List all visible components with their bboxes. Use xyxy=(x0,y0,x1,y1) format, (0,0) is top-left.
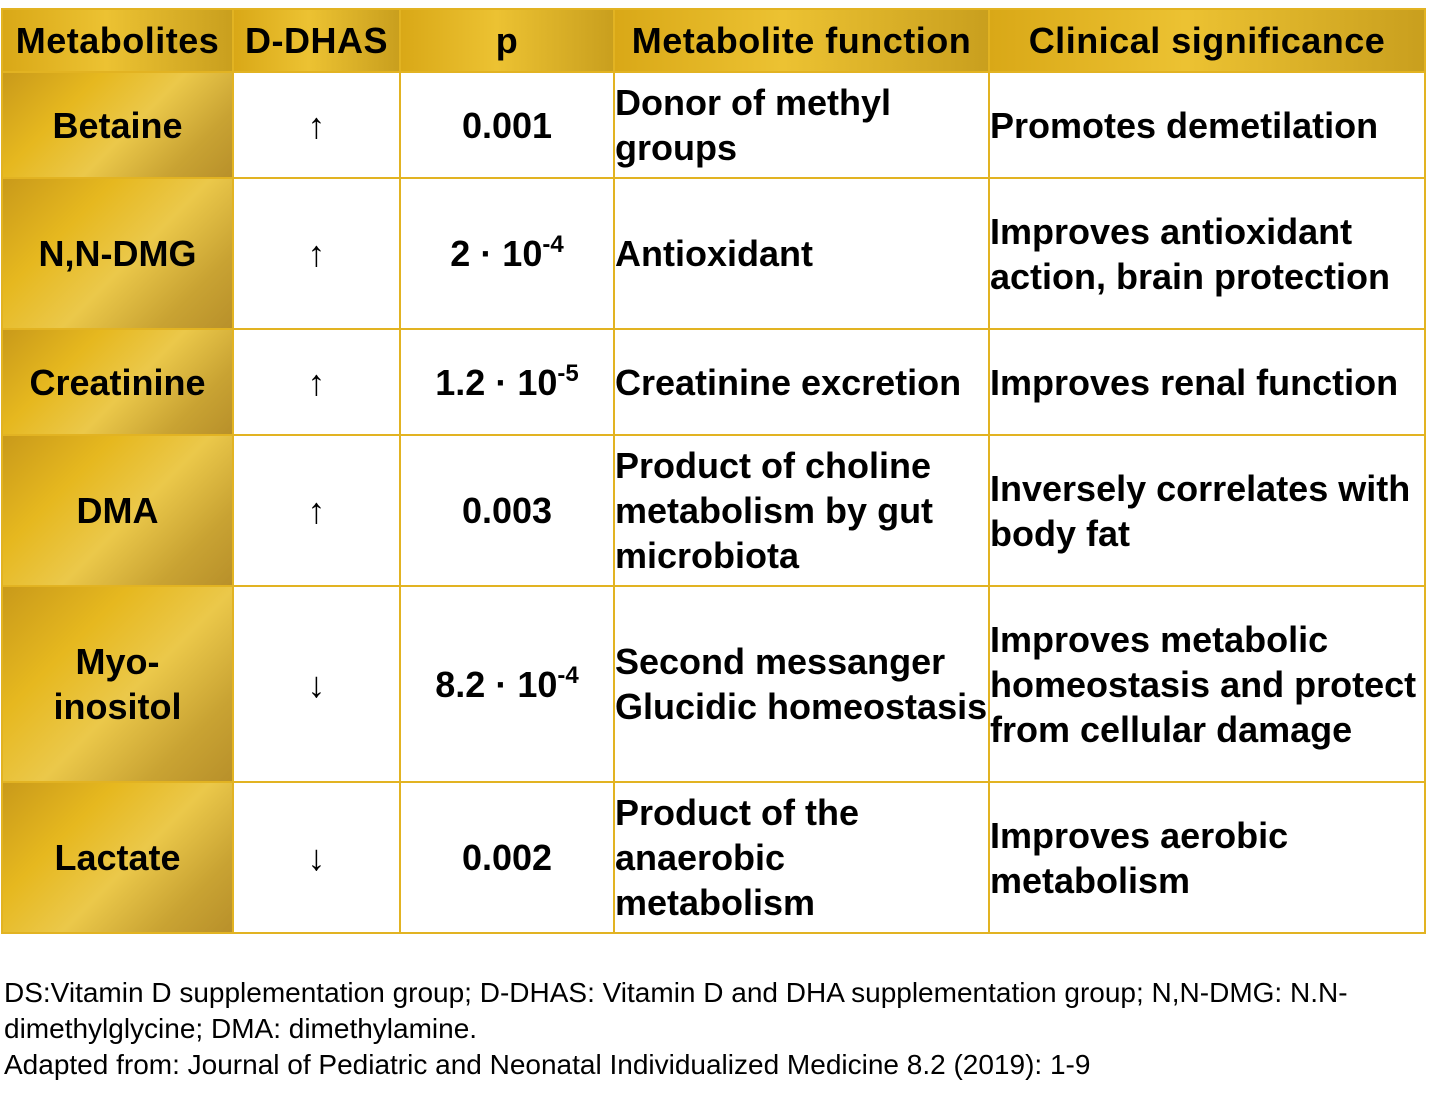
p-value-base: 1.2 · 10 xyxy=(435,361,558,403)
footnote-source: Adapted from: Journal of Pediatric and N… xyxy=(4,1049,1091,1080)
header-d-dhas: D-DHAS xyxy=(232,8,401,73)
header-clinical-significance: Clinical significance xyxy=(988,8,1426,73)
p-value-base: 2 · 10 xyxy=(450,233,543,274)
direction-arrow: ↓ xyxy=(232,585,401,783)
clinical-significance: Promotes demetilation xyxy=(988,71,1426,179)
clinical-significance: Inversely correlates with body fat xyxy=(988,434,1426,587)
metabolite-name: Betaine xyxy=(1,71,234,179)
metabolite-function: Donor of methyl groups xyxy=(613,71,990,179)
p-value: 0.002 xyxy=(399,781,615,934)
metabolite-name: DMA xyxy=(1,434,234,587)
table-row: Creatinine ↑ 1.2 · 10-5 Creatinine excre… xyxy=(1,328,1426,436)
p-value: 8.2 · 10-4 xyxy=(399,585,615,783)
direction-arrow: ↑ xyxy=(232,434,401,587)
table-row: Betaine ↑ 0.001 Donor of methyl groups P… xyxy=(1,71,1426,179)
table-header-row: Metabolites D-DHAS p Metabolite function… xyxy=(1,8,1426,73)
footnote: DS:Vitamin D supplementation group; D-DH… xyxy=(4,975,1424,1083)
p-value: 0.001 xyxy=(399,71,615,179)
direction-arrow: ↑ xyxy=(232,177,401,330)
direction-arrow: ↓ xyxy=(232,781,401,934)
p-value-base: 8.2 · 10 xyxy=(435,663,558,705)
metabolites-table: Metabolites D-DHAS p Metabolite function… xyxy=(1,8,1426,934)
header-p: p xyxy=(399,8,615,73)
p-value-base: 0.003 xyxy=(461,490,553,531)
p-value-exponent: -5 xyxy=(557,359,579,387)
metabolite-function: Second messanger Glucidic homeostasis xyxy=(613,585,990,783)
metabolite-name: Myo-inositol xyxy=(1,585,234,783)
p-value: 1.2 · 10-5 xyxy=(399,328,615,436)
metabolite-function: Creatinine excretion xyxy=(613,328,990,436)
p-value-exponent: -4 xyxy=(542,231,564,258)
footnote-abbreviations: DS:Vitamin D supplementation group; D-DH… xyxy=(4,977,1348,1044)
metabolite-name: Lactate xyxy=(1,781,234,934)
clinical-significance: Improves metabolic homeostasis and prote… xyxy=(988,585,1426,783)
table-row: DMA ↑ 0.003 Product of choline metabolis… xyxy=(1,434,1426,587)
p-value: 0.003 xyxy=(399,434,615,587)
metabolite-function: Product of choline metabolism by gut mic… xyxy=(613,434,990,587)
header-metabolite-function: Metabolite function xyxy=(613,8,990,73)
clinical-significance: Improves aerobic metabolism xyxy=(988,781,1426,934)
header-metabolites: Metabolites xyxy=(1,8,234,73)
direction-arrow: ↑ xyxy=(232,328,401,436)
clinical-significance: Improves antioxidant action, brain prote… xyxy=(988,177,1426,330)
metabolite-function: Antioxidant xyxy=(613,177,990,330)
p-value: 2 · 10-4 xyxy=(399,177,615,330)
p-value-base: 0.001 xyxy=(461,104,553,146)
table-row: Myo-inositol ↓ 8.2 · 10-4 Second messang… xyxy=(1,585,1426,783)
direction-arrow: ↑ xyxy=(232,71,401,179)
p-value-exponent: -4 xyxy=(557,661,579,689)
table-row: N,N-DMG ↑ 2 · 10-4 Antioxidant Improves … xyxy=(1,177,1426,330)
metabolite-name: Creatinine xyxy=(1,328,234,436)
table-row: Lactate ↓ 0.002 Product of the anaerobic… xyxy=(1,781,1426,934)
clinical-significance: Improves renal function xyxy=(988,328,1426,436)
metabolite-function: Product of the anaerobic metabolism xyxy=(613,781,990,934)
metabolite-name: N,N-DMG xyxy=(1,177,234,330)
p-value-base: 0.002 xyxy=(461,837,553,878)
